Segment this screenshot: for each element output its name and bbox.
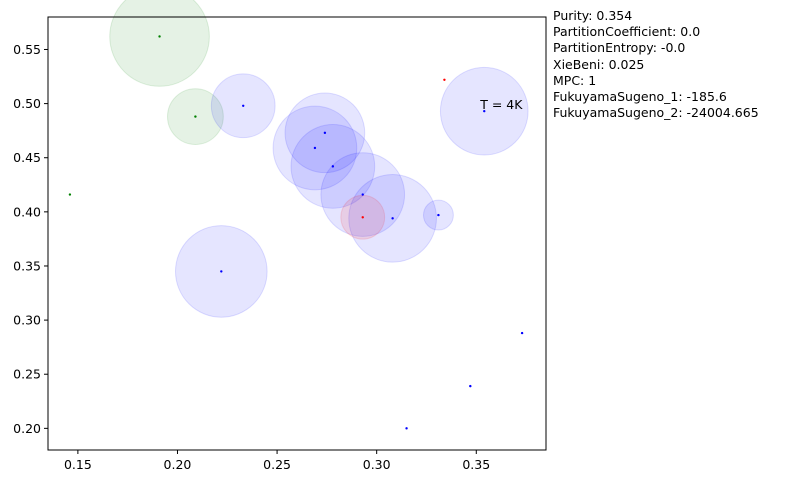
- cluster-circle-0: [109, 0, 210, 87]
- y-tick-label-4: 0.40: [13, 204, 41, 219]
- y-tick-label-7: 0.55: [13, 42, 41, 57]
- data-point-3: [242, 104, 245, 107]
- data-point-9: [361, 216, 364, 219]
- scatter-chart: 0.15 0.20 0.25 0.30 0.35 0.20 0.25 0.30 0.35 0.4…: [13, 0, 547, 472]
- x-axis: 0.15 0.20 0.25 0.30 0.35: [64, 450, 490, 472]
- data-point-11: [483, 109, 486, 113]
- data-point-15: [469, 384, 472, 388]
- x-tick-label-3: 0.30: [363, 457, 391, 472]
- data-point-13: [220, 270, 223, 273]
- annotation-label: T = 4K: [479, 97, 523, 112]
- data-point-0: [158, 35, 161, 38]
- data-point-6: [331, 165, 335, 168]
- data-point-16: [405, 427, 408, 430]
- metrics-panel: Purity: 0.354 PartitionCoefficient: 0.0 …: [553, 8, 759, 121]
- data-point-5: [313, 146, 317, 150]
- x-tick-label-1: 0.20: [164, 457, 192, 472]
- data-point-8: [391, 217, 394, 220]
- plot-frame: [47, 16, 547, 451]
- y-tick-label-5: 0.45: [13, 150, 41, 165]
- data-point-12: [443, 78, 446, 81]
- metric-fukuyama-sugeno-1: FukuyamaSugeno_1: -185.6: [553, 89, 727, 105]
- y-tick-label-2: 0.30: [13, 313, 41, 328]
- data-point-1: [194, 115, 197, 118]
- cluster-circles: [109, 0, 529, 318]
- y-tick-label-6: 0.50: [13, 96, 41, 111]
- data-point-7: [361, 193, 364, 196]
- y-tick-label-3: 0.35: [13, 258, 41, 273]
- data-point-2: [68, 193, 72, 196]
- x-tick-label-0: 0.15: [64, 457, 92, 472]
- metric-xie-beni: XieBeni: 0.025: [553, 56, 645, 72]
- metric-partition-coefficient: PartitionCoefficient: 0.0: [553, 24, 701, 40]
- data-point-10: [437, 213, 440, 217]
- metric-partition-entropy: PartitionEntropy: -0.0: [553, 40, 686, 56]
- metric-purity: Purity: 0.354: [553, 8, 633, 23]
- metric-mpc: MPC: 1: [553, 72, 597, 88]
- y-tick-label-0: 0.20: [13, 421, 41, 436]
- data-points: [68, 35, 524, 430]
- x-tick-label-4: 0.35: [462, 457, 490, 472]
- metric-fukuyama-sugeno-2: FukuyamaSugeno_2: -24004.665: [553, 105, 759, 121]
- y-axis: 0.20 0.25 0.30 0.35 0.40 0.45 0.50 0.55: [13, 42, 48, 436]
- x-tick-label-2: 0.25: [263, 457, 291, 472]
- y-tick-label-1: 0.25: [13, 367, 41, 382]
- data-point-4: [323, 131, 327, 135]
- data-point-14: [520, 331, 524, 335]
